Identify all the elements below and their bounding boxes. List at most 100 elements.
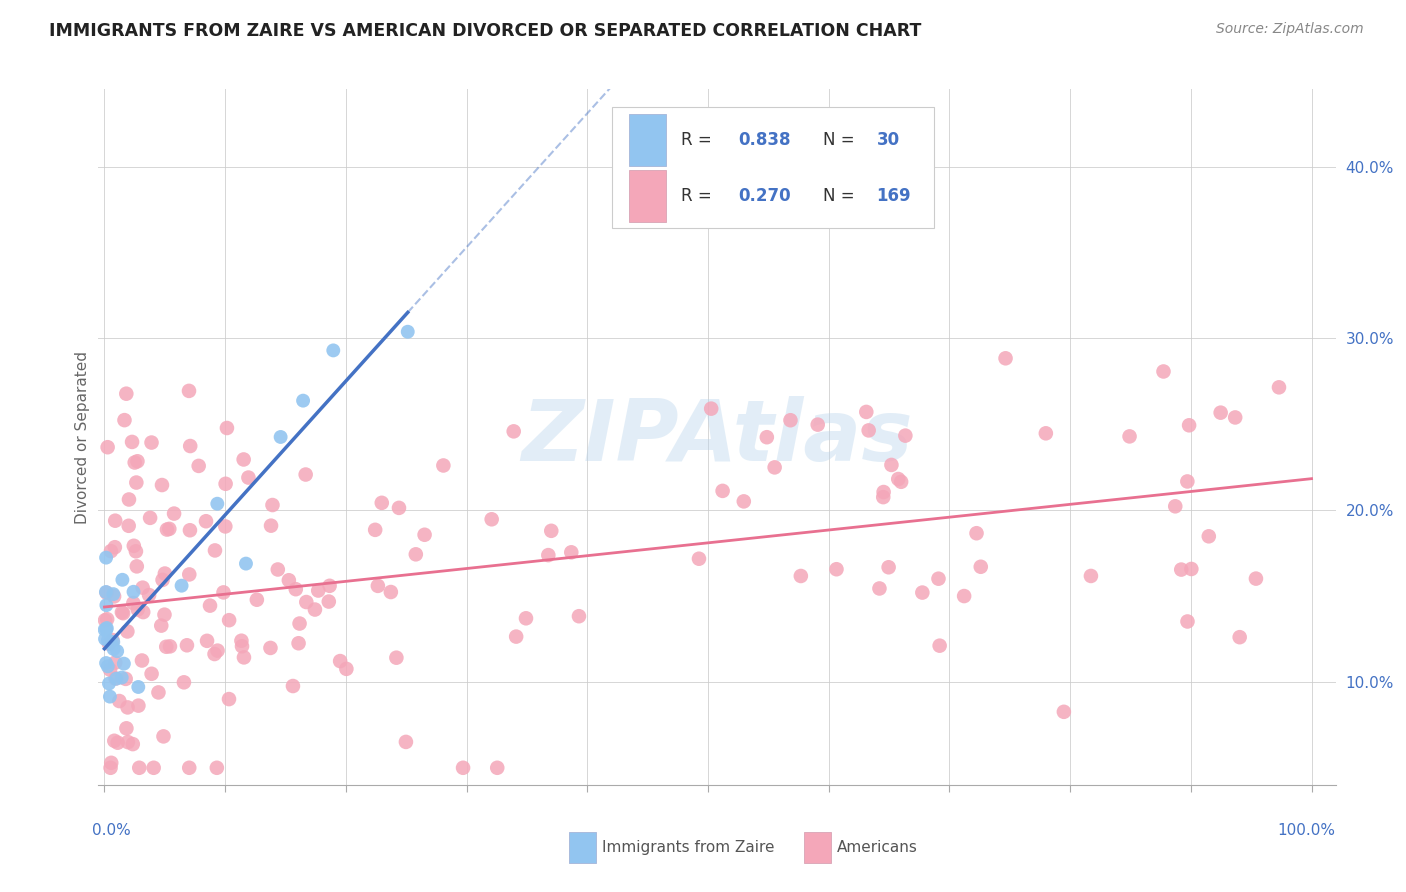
Point <box>142 761 165 775</box>
Point <box>371 496 394 510</box>
Point <box>218 692 240 706</box>
Point <box>267 562 290 576</box>
Point <box>287 636 309 650</box>
Point <box>159 640 181 654</box>
Point <box>156 523 179 537</box>
Point <box>121 737 143 751</box>
Point <box>1178 418 1201 433</box>
Point <box>141 435 163 450</box>
Point <box>259 640 281 655</box>
Point <box>869 582 891 596</box>
Point <box>105 644 128 658</box>
Text: 30: 30 <box>877 131 900 149</box>
Point <box>966 526 988 541</box>
Point <box>94 550 117 565</box>
Point <box>1164 500 1187 514</box>
Point <box>107 736 129 750</box>
Point <box>1225 410 1247 425</box>
Point <box>395 735 418 749</box>
Point <box>405 547 427 561</box>
Point <box>911 585 934 599</box>
Point <box>1268 380 1291 394</box>
Point <box>124 455 146 469</box>
Point <box>138 588 160 602</box>
Point <box>825 562 848 576</box>
Point <box>104 672 127 686</box>
Point <box>1244 572 1267 586</box>
Point <box>97 633 120 648</box>
Point <box>150 618 173 632</box>
Point <box>100 544 122 558</box>
Point <box>733 494 755 508</box>
Text: IMMIGRANTS FROM ZAIRE VS AMERICAN DIVORCED OR SEPARATED CORRELATION CHART: IMMIGRANTS FROM ZAIRE VS AMERICAN DIVORC… <box>49 22 921 40</box>
Point <box>139 511 162 525</box>
Point <box>153 607 176 622</box>
Point <box>94 632 117 646</box>
Point <box>127 602 149 616</box>
Point <box>218 613 240 627</box>
Text: 0.270: 0.270 <box>738 186 790 204</box>
Point <box>505 630 527 644</box>
Point <box>292 393 315 408</box>
Point <box>855 405 877 419</box>
Point <box>152 573 174 587</box>
Point <box>198 599 221 613</box>
Point <box>93 623 115 637</box>
Point <box>270 430 292 444</box>
Point <box>100 756 122 770</box>
Text: R =: R = <box>681 186 717 204</box>
Point <box>329 654 352 668</box>
Point <box>163 507 186 521</box>
Point <box>890 475 912 489</box>
Point <box>204 647 226 661</box>
Bar <box>804 832 831 863</box>
Point <box>1198 529 1220 543</box>
Point <box>111 573 134 587</box>
Point <box>515 611 537 625</box>
Point <box>97 659 120 673</box>
Point <box>111 671 134 685</box>
Point <box>179 523 201 537</box>
Point <box>877 560 900 574</box>
Point <box>118 518 141 533</box>
Point <box>318 579 340 593</box>
Text: 169: 169 <box>877 186 911 204</box>
Point <box>177 384 200 398</box>
Text: 100.0%: 100.0% <box>1278 823 1336 838</box>
Text: 0.0%: 0.0% <box>93 823 131 838</box>
Point <box>179 761 201 775</box>
Point <box>108 694 131 708</box>
Point <box>1153 364 1175 378</box>
Point <box>568 609 591 624</box>
Point <box>238 470 260 484</box>
Point <box>451 761 474 775</box>
Point <box>117 735 139 749</box>
Point <box>927 572 949 586</box>
Point <box>97 440 120 454</box>
Bar <box>568 832 596 863</box>
Point <box>277 574 299 588</box>
Point <box>304 602 326 616</box>
Point <box>214 519 236 533</box>
Point <box>779 413 801 427</box>
Point <box>111 605 134 619</box>
Point <box>481 512 503 526</box>
Point <box>1175 475 1198 489</box>
Text: ZIPAtlas: ZIPAtlas <box>522 395 912 479</box>
Point <box>195 514 218 528</box>
Point <box>1170 563 1192 577</box>
Point <box>928 639 950 653</box>
Point <box>179 439 201 453</box>
Point <box>502 425 524 439</box>
Text: Source: ZipAtlas.com: Source: ZipAtlas.com <box>1216 22 1364 37</box>
Point <box>755 430 778 444</box>
Point <box>98 690 121 704</box>
Point <box>807 417 830 432</box>
Text: Americans: Americans <box>837 840 918 855</box>
Point <box>112 657 135 671</box>
Point <box>288 616 311 631</box>
Point <box>117 700 139 714</box>
Point <box>1080 569 1102 583</box>
Point <box>103 635 125 649</box>
Point <box>96 612 118 626</box>
